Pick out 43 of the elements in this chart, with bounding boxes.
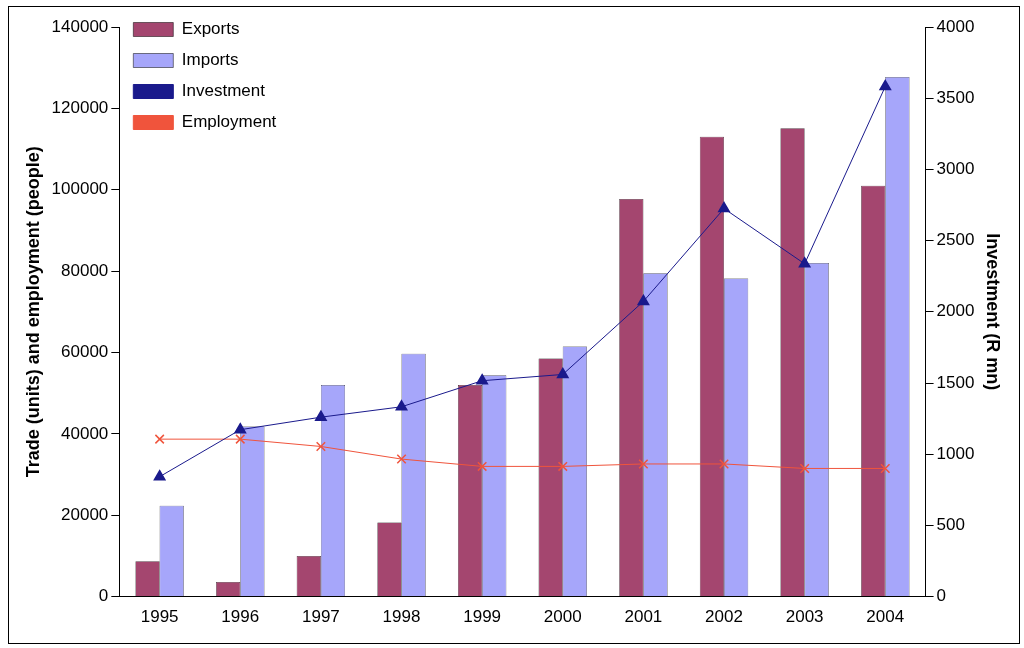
- y2-tick-label: 2000: [936, 301, 975, 321]
- point: [395, 400, 408, 411]
- y-tick-label: 0: [98, 586, 109, 606]
- x-tick-label: 2003: [785, 607, 824, 627]
- y-tick-label: 140000: [51, 16, 109, 36]
- y2-tick-label: 0: [936, 586, 947, 606]
- y-tick-label: 80000: [61, 260, 109, 280]
- x-tick-label: 2004: [866, 607, 905, 627]
- x-tick-label: 2001: [624, 607, 663, 627]
- point: [476, 373, 489, 385]
- x-tick-label: 1997: [301, 607, 340, 627]
- x-tick-label: 2000: [543, 607, 582, 627]
- y2-tick-label: 3000: [936, 159, 975, 179]
- x-tick-label: 1995: [140, 607, 179, 627]
- y2-tick-label: 1000: [936, 443, 975, 463]
- point: [879, 79, 892, 91]
- y-tick-label: 120000: [51, 98, 109, 118]
- legend-label: Employment: [181, 112, 277, 132]
- legend-label: Investment: [181, 81, 266, 101]
- y-tick-label: 60000: [61, 342, 109, 362]
- y2-tick-label: 3500: [936, 87, 975, 107]
- x-tick-label: 2002: [705, 607, 743, 627]
- y2-tick-label: 2500: [936, 230, 975, 250]
- point: [718, 201, 730, 213]
- y2-tick-label: 1500: [936, 372, 975, 392]
- point: [798, 257, 811, 268]
- point: [153, 469, 166, 481]
- y-axis-title: Trade (units) and employment (people): [22, 146, 43, 478]
- y2-tick-label: 500: [936, 515, 965, 535]
- y2-tick-label: 4000: [936, 16, 975, 36]
- point: [314, 410, 327, 421]
- point: [234, 422, 247, 434]
- y-tick-label: 100000: [51, 179, 109, 199]
- y-tick-label: 20000: [61, 504, 109, 524]
- y-tick-label: 40000: [61, 423, 109, 443]
- x-tick-label: 1996: [221, 607, 260, 627]
- point: [556, 367, 569, 379]
- x-tick-label: 1998: [382, 607, 421, 627]
- x-tick-label: 1999: [463, 607, 502, 627]
- legend-label: Imports: [181, 50, 239, 70]
- y2-axis-title: Investment (R mn): [983, 233, 1004, 391]
- legend-label: Exports: [181, 19, 240, 39]
- point: [637, 294, 650, 306]
